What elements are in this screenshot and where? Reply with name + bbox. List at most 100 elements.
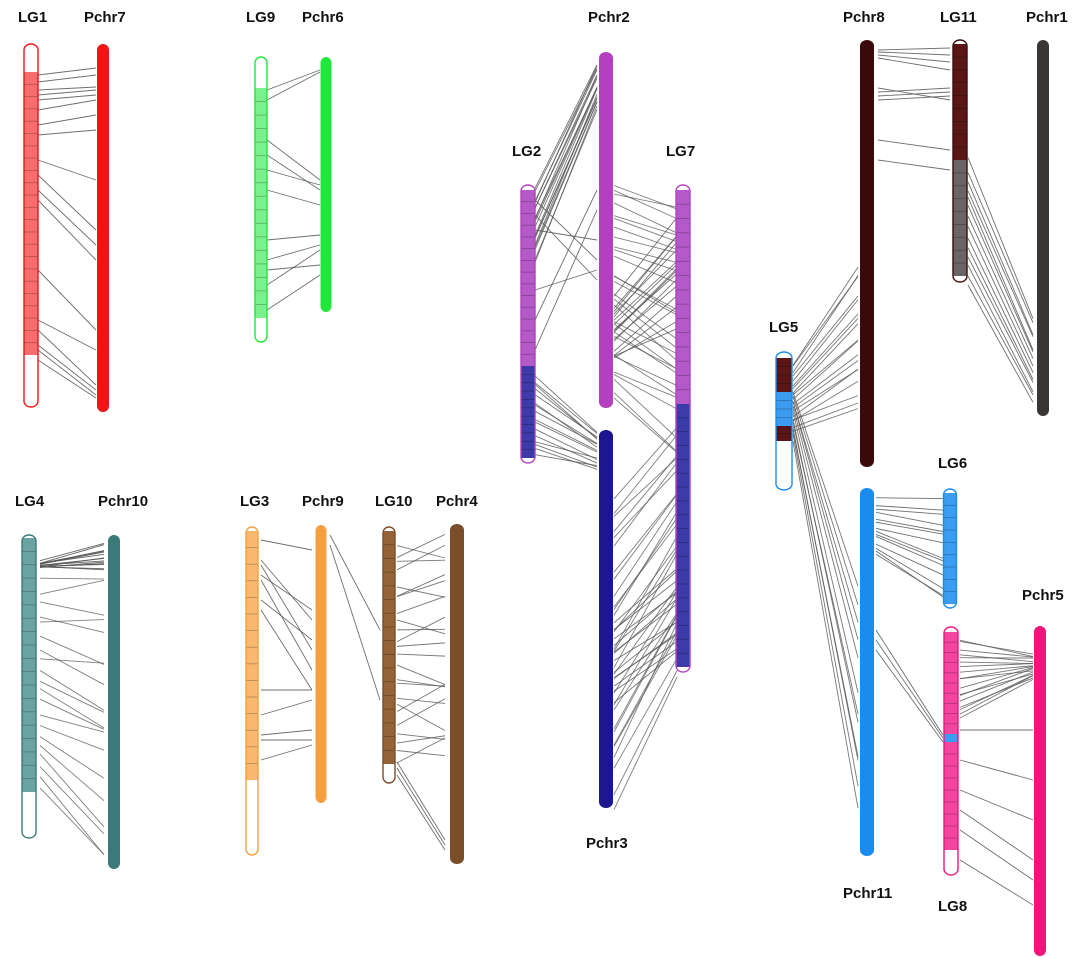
links-lg11-pchr1-line	[967, 256, 1034, 383]
links-pchr2-lg7-b-line	[613, 235, 678, 312]
links-lg10-pchr4	[396, 533, 446, 764]
lg7-bar	[675, 184, 691, 673]
links-pchr11-lg6-line	[875, 530, 944, 559]
lg2-bar-segment	[521, 190, 535, 366]
links-pchr3-lg7-line	[613, 622, 678, 758]
lg11-bar-segment	[953, 44, 967, 160]
lg10-bar-outline	[382, 526, 396, 784]
links-pchr3-lg7-b-line	[613, 632, 678, 679]
links-pchr2-lg7-line	[613, 293, 678, 340]
links-lg2-pchr3-line	[534, 404, 598, 444]
lg11-bar-segment	[953, 160, 967, 276]
pchr2-bar	[599, 52, 613, 408]
links-lg4-pchr10-b-line	[39, 698, 105, 730]
links-lg1-pchr7-line	[37, 199, 97, 261]
links-lg5-pchr8-line	[792, 395, 859, 421]
pchr7-bar	[97, 44, 109, 412]
links-pchr2-lg7-line	[613, 202, 678, 234]
label-lg8: LG8	[938, 898, 967, 915]
links-lg3-pchr9-line	[260, 699, 313, 716]
links-pchr11-lg6-line	[875, 536, 944, 566]
links-lg10-pchr4-line	[396, 653, 446, 657]
links-lg8-pchr5-b-line	[959, 809, 1034, 861]
links-lg5-pchr8	[792, 266, 859, 432]
label-lg3: LG3	[240, 493, 269, 510]
label-lg5: LG5	[769, 319, 798, 336]
links-pchr8-lg11-line	[877, 54, 951, 63]
links-pchr9-lg10-line	[329, 544, 381, 701]
links-pchr2-lg7-line	[613, 193, 678, 208]
links-lg10-pchr4-line	[396, 595, 446, 615]
links-lg4-pchr10-line	[39, 561, 105, 568]
lg3-bar-outline	[245, 526, 259, 856]
links-lg1-pchr7-line	[37, 344, 97, 391]
lg11-bar	[952, 39, 968, 283]
lg2-bar-segment	[521, 366, 535, 458]
links-pchr3-lg7-b-line	[613, 640, 678, 687]
lg1-bar-segment	[24, 72, 38, 355]
links-pchr2-lg7-b-line	[613, 249, 678, 315]
label-pchr3: Pchr3	[586, 835, 628, 852]
links-lg2-pchr3-line	[534, 441, 598, 459]
links-pchr2-lg7-b-line	[613, 241, 678, 318]
links-lg5-pchr8-line	[792, 318, 859, 389]
links-lg5-pchr11-line	[792, 411, 859, 693]
label-pchr2: Pchr2	[588, 9, 630, 26]
links-pchr3-lg7-line	[613, 630, 678, 746]
links-lg4-pchr10-b-line	[39, 753, 105, 828]
links-lg5-pchr11-line	[792, 406, 859, 658]
links-pchr3-lg7-line	[613, 591, 678, 694]
links-lg4-pchr10-b-line	[39, 725, 105, 751]
links-lg3-pchr9-line	[260, 539, 313, 551]
links-pchr2-lg7-line	[613, 217, 678, 243]
links-lg10-pchr4-b	[396, 761, 446, 851]
links-lg1-pchr7-line	[37, 94, 97, 101]
links-pchr3-lg7-line	[613, 524, 678, 608]
links-pchr2-lg7-line	[613, 226, 678, 250]
links-lg4-pchr10-b-line	[39, 635, 105, 665]
links-lg4-pchr10-line	[39, 544, 105, 564]
links-lg8-pchr5-b-line	[959, 829, 1034, 881]
links-pchr2-lg7	[613, 185, 678, 453]
links-pchr11-lg6-line	[875, 553, 944, 596]
links-lg5-pchr8-line	[792, 275, 859, 373]
links-lg11-pchr1-line	[967, 197, 1034, 351]
links-lg8-pchr5-b-line	[959, 759, 1034, 781]
links-pchr3-lg7-line	[613, 511, 678, 616]
label-lg11: LG11	[940, 9, 977, 26]
links-lg10-pchr4-line	[396, 580, 446, 597]
links-lg5-pchr8-line	[792, 295, 859, 377]
links-pchr9-lg10-line	[329, 534, 381, 631]
links-lg10-pchr4-line	[396, 616, 446, 642]
links-lg1-pchr7-line	[37, 159, 97, 181]
links-lg11-pchr1-line	[967, 172, 1034, 323]
links-lg5-pchr11-line	[792, 401, 859, 640]
links-lg1-pchr7-line	[37, 129, 97, 136]
links-pchr3-lg7-line	[613, 455, 678, 532]
label-pchr7: Pchr7	[84, 9, 126, 26]
links-lg5-pchr8-line	[792, 354, 859, 405]
lg5-bar-segment	[776, 426, 792, 441]
label-pchr8: Pchr8	[843, 9, 885, 26]
lg9-bar-outline	[254, 56, 268, 343]
lg4-bar-outline	[21, 534, 37, 839]
links-lg1-pchr7-line	[37, 329, 97, 386]
links-lg2-pchr3	[534, 375, 598, 470]
links-lg4-pchr10-line	[39, 564, 105, 567]
links-lg5-pchr8-line	[792, 313, 859, 387]
links-lg4-pchr10-b	[39, 577, 105, 856]
links-lg4-pchr10-line	[39, 557, 105, 568]
links-lg4-pchr10-b-line	[39, 766, 105, 835]
label-lg2: LG2	[512, 143, 541, 160]
links-pchr3-lg7-line	[613, 501, 678, 597]
links-pchr2-lg7-b-line	[613, 269, 678, 333]
links-lg2-pchr3-line	[534, 402, 598, 448]
links-lg10-pchr4-line	[396, 574, 446, 597]
links-pchr3-lg7-b	[613, 568, 678, 704]
links-pchr3-lg7-b-line	[613, 598, 678, 654]
links-pchr2-lg7-line	[613, 321, 678, 355]
links-lg9-pchr6-line	[266, 154, 321, 191]
links-pchr2-lg7-b-line	[613, 285, 678, 340]
label-lg7: LG7	[666, 143, 695, 160]
